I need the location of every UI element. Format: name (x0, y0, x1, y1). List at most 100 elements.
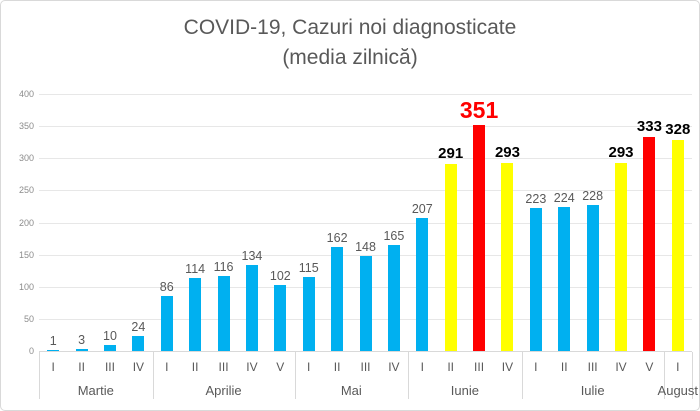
bar-iunie-IV (501, 162, 514, 351)
week-label-iulie-IV: IV (615, 360, 627, 374)
bar-value-martie-I: 1 (49, 334, 57, 348)
week-label-iunie-II: II (447, 360, 455, 374)
bar-aprilie-II (189, 277, 202, 351)
bar-value-mai-IV: 165 (383, 228, 405, 243)
bar-value-august-I: 328 (665, 121, 691, 139)
week-label-martie-III: III (104, 360, 115, 374)
bar-value-aprilie-V: 102 (269, 269, 291, 284)
month-label-mai: Mai (340, 383, 362, 398)
week-label-mai-III: III (360, 360, 371, 374)
week-label-iunie-I: I (420, 360, 424, 374)
week-label-august-I: I (676, 360, 680, 374)
gridline-300 (39, 158, 692, 160)
bar-value-iunie-II: 291 (438, 145, 464, 163)
chart-title-line2: (media zilnică) (282, 46, 418, 69)
gridline-400 (39, 94, 692, 95)
bar-iunie-I (416, 218, 429, 351)
month-label-iulie: Iulie (580, 383, 605, 398)
week-label-mai-IV: IV (388, 360, 400, 374)
bar-iunie-II (444, 164, 457, 351)
month-label-august: August (657, 383, 699, 398)
bar-aprilie-I (160, 295, 173, 351)
week-label-iulie-III: III (587, 360, 598, 374)
week-label-martie-II: II (78, 360, 85, 374)
bar-value-martie-II: 3 (78, 333, 86, 348)
month-label-iunie: Iunie (450, 383, 479, 398)
bar-value-iunie-III: 351 (459, 97, 499, 124)
bar-iulie-I (529, 207, 542, 351)
bar-value-martie-III: 10 (103, 328, 117, 343)
category-divider-after-august (692, 352, 693, 399)
bar-mai-II (331, 246, 344, 351)
week-label-mai-I: I (307, 360, 311, 374)
bar-value-iulie-V: 333 (636, 118, 662, 136)
y-tick-label-0: 0 (28, 346, 34, 356)
week-label-aprilie-I: I (165, 360, 169, 374)
bar-value-aprilie-II: 114 (185, 261, 206, 276)
bar-martie-I (47, 350, 60, 351)
bar-value-martie-IV: 24 (131, 319, 146, 334)
category-divider-after-mai (408, 352, 410, 399)
bar-iulie-II (558, 207, 571, 351)
bar-value-mai-III: 148 (355, 239, 376, 254)
y-tick-label-150: 150 (18, 249, 34, 260)
gridline-350 (39, 126, 692, 128)
y-tick-label-250: 250 (18, 185, 34, 196)
bar-value-iunie-IV: 293 (494, 143, 520, 161)
bar-value-iunie-I: 207 (411, 202, 433, 216)
gridline-250 (39, 190, 692, 192)
week-label-iunie-III: III (474, 360, 485, 374)
category-divider-left (39, 352, 40, 399)
bar-iunie-III (473, 125, 486, 351)
week-label-mai-II: II (333, 360, 341, 374)
chart-title: COVID-19, Cazuri noi diagnosticate (medi… (1, 13, 699, 73)
bar-iulie-III (586, 204, 599, 351)
y-tick-label-300: 300 (18, 153, 34, 164)
bar-aprilie-V (274, 285, 287, 351)
bar-mai-IV (387, 244, 400, 351)
bar-aprilie-III (217, 276, 230, 351)
bar-martie-III (103, 344, 116, 351)
week-label-iunie-IV: IV (501, 360, 514, 374)
week-label-martie-I: I (51, 360, 55, 374)
month-label-martie: Martie (77, 383, 114, 398)
category-divider-after-iulie (663, 352, 665, 399)
bar-aprilie-IV (245, 264, 258, 351)
bar-mai-I (302, 277, 315, 351)
week-label-iulie-I: I (534, 360, 538, 374)
week-label-martie-IV: IV (132, 360, 145, 374)
bar-value-iulie-I: 223 (525, 191, 547, 206)
bar-value-iulie-IV: 293 (608, 143, 634, 161)
bar-iulie-V (643, 137, 656, 351)
y-tick-label-100: 100 (18, 281, 34, 292)
bar-value-aprilie-III: 116 (213, 260, 234, 275)
bar-martie-II (75, 349, 88, 351)
week-label-iulie-V: V (645, 360, 654, 374)
category-divider-after-aprilie (294, 352, 296, 399)
bar-martie-IV (132, 335, 145, 351)
category-divider-after-martie (152, 352, 154, 399)
gridline-200 (39, 222, 692, 224)
bar-august-I (671, 140, 684, 351)
y-tick-label-200: 200 (18, 217, 34, 228)
category-divider-after-iunie (521, 352, 523, 399)
bar-value-aprilie-I: 86 (159, 279, 174, 294)
week-label-aprilie-III: III (218, 360, 229, 374)
x-axis-line (39, 351, 692, 352)
gridline-150 (39, 254, 692, 256)
bar-value-mai-II: 162 (326, 230, 348, 245)
bar-iulie-IV (615, 162, 628, 351)
bar-mai-III (359, 255, 372, 351)
week-label-aprilie-V: V (276, 360, 285, 374)
bar-value-mai-I: 115 (298, 261, 319, 276)
y-tick-label-50: 50 (23, 313, 34, 324)
y-tick-label-350: 350 (18, 121, 34, 132)
month-label-aprilie: Aprilie (205, 383, 242, 398)
bar-value-aprilie-IV: 134 (241, 248, 263, 263)
bar-value-iulie-II: 224 (553, 191, 575, 206)
week-label-iulie-II: II (560, 360, 568, 374)
week-label-aprilie-II: II (191, 360, 199, 374)
y-tick-label-400: 400 (18, 89, 34, 99)
bar-value-iulie-III: 228 (582, 188, 604, 203)
